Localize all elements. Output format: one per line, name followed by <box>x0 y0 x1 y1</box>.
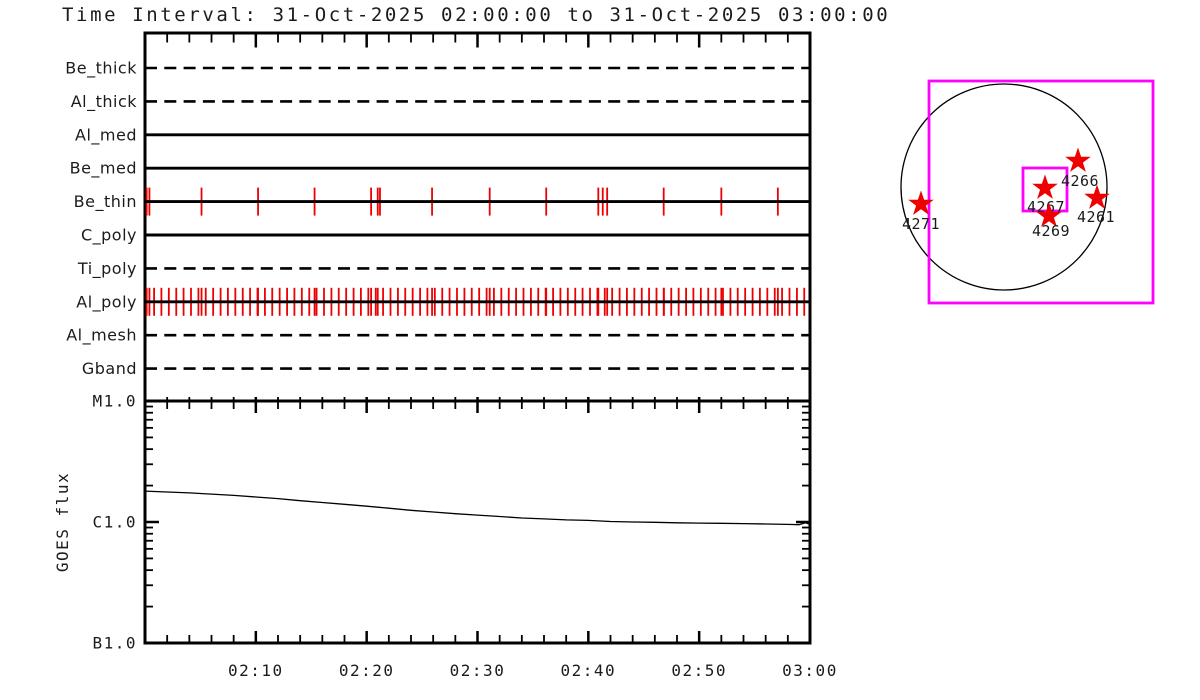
filter-label-Al_poly: Al_poly <box>76 292 137 312</box>
active-region-star-4269 <box>1036 202 1062 227</box>
goes-y-tick-label-C1.0: C1.0 <box>92 513 137 532</box>
x-axis-time-label-02:30: 02:30 <box>450 661 506 680</box>
goes-y-tick-label-B1.0: B1.0 <box>92 634 137 653</box>
solar-disk-limb <box>900 83 1108 291</box>
filter-row-Al_thick: Al_thick <box>71 92 810 112</box>
active-region-label-4266: 4266 <box>1061 172 1099 190</box>
filter-label-C_poly: C_poly <box>81 226 137 246</box>
active-region-star-4271 <box>908 190 934 215</box>
x-axis-time-label-02:10: 02:10 <box>228 661 284 680</box>
timeline-panel-frame <box>143 31 812 403</box>
x-axis-time-label-03:00: 03:00 <box>782 661 838 680</box>
filter-label-Be_med: Be_med <box>70 159 137 179</box>
solar-map: 4271 4267 4266 4261 4269 <box>900 79 1155 305</box>
active-region-star-4267 <box>1032 174 1058 199</box>
filter-label-Al_thick: Al_thick <box>71 92 138 112</box>
page-title: Time Interval: 31-Oct-2025 02:00:00 to 3… <box>62 4 891 26</box>
active-region-star-4261 <box>1084 184 1110 209</box>
filter-label-Al_med: Al_med <box>75 125 137 145</box>
filter-row-C_poly: C_poly <box>81 226 810 246</box>
filter-row-Be_thick: Be_thick <box>65 59 810 79</box>
filter-label-Be_thin: Be_thin <box>74 192 137 212</box>
filter-label-Gband: Gband <box>82 359 137 378</box>
filter-row-Al_mesh: Al_mesh <box>66 326 810 346</box>
fov-box-1 <box>1021 166 1069 213</box>
active-region-label-4267: 4267 <box>1027 198 1065 216</box>
goes-panel-frame <box>143 399 812 645</box>
active-region-star-4266 <box>1065 147 1091 172</box>
x-axis-time-label-02:40: 02:40 <box>560 661 616 680</box>
x-axis-time-label-02:20: 02:20 <box>339 661 395 680</box>
active-region-label-4261: 4261 <box>1077 208 1115 226</box>
fov-box-0 <box>927 79 1155 305</box>
goes-ylabel: GOES flux <box>53 472 72 572</box>
filter-row-Ti_poly: Ti_poly <box>77 259 810 279</box>
filter-row-Be_thin: Be_thin <box>74 187 810 216</box>
filter-label-Be_thick: Be_thick <box>65 59 137 79</box>
filter-row-Al_med: Al_med <box>75 125 810 145</box>
goes-flux-curve <box>144 490 811 526</box>
filter-row-Al_poly: Al_poly <box>76 287 810 316</box>
goes-y-tick-label-M1.0: M1.0 <box>92 392 137 411</box>
x-axis-time-label-02:50: 02:50 <box>671 661 727 680</box>
active-region-label-4271: 4271 <box>902 215 940 233</box>
filter-row-Gband: Gband <box>82 359 810 378</box>
filter-row-Be_med: Be_med <box>70 159 810 179</box>
filter-label-Al_mesh: Al_mesh <box>66 326 137 346</box>
active-region-label-4269: 4269 <box>1032 222 1070 240</box>
filter-label-Ti_poly: Ti_poly <box>77 259 137 279</box>
